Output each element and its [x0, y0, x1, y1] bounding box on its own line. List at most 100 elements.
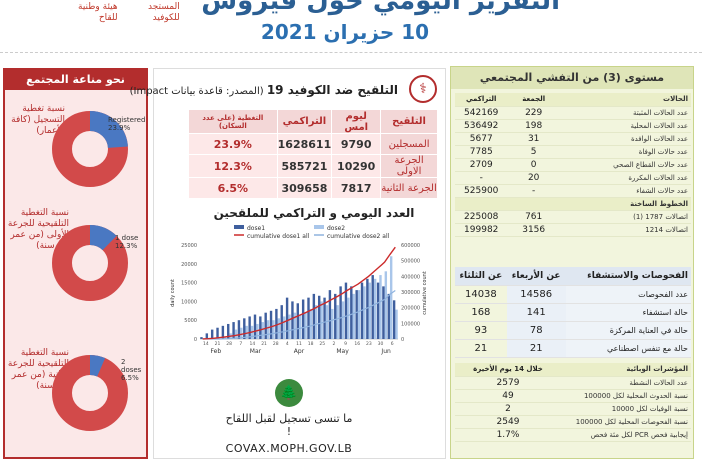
x-day-label: 16: [354, 341, 360, 347]
report-date: 10 حزيران 2021: [260, 20, 430, 44]
table-row: اتصالات 1214 3156 199982: [455, 223, 691, 237]
table-row: عدد حالات الشفاء -525900: [455, 184, 691, 198]
indicator-label: نسبة الفحوصات المحلية لكل 100000: [561, 415, 691, 429]
vaccination-title-bold: التلقيح ضد الكوفيد 19: [266, 83, 398, 97]
hotline-header-blank: [507, 197, 560, 211]
case-label: عدد حالات القطاع الصحي: [559, 158, 691, 172]
hospital-header-label: الفحوصات والاستشفاء: [565, 267, 691, 286]
bar-dose2: [347, 297, 350, 339]
row-cumulative: 309658: [276, 177, 333, 199]
legend-dose2: 2 doses 6.5%: [121, 358, 146, 382]
hotline-label: اتصالات 1787 (1): [559, 210, 691, 224]
col-coverage: التغطية (على عدد السكان): [188, 109, 278, 134]
x-month-label: Jun: [380, 348, 391, 355]
indicator-value: 2549: [455, 415, 561, 429]
bar-dose1: [216, 327, 219, 339]
y2-tick-label: 100000: [401, 321, 420, 327]
bar-dose1: [312, 293, 316, 339]
bar-dose2: [336, 305, 339, 339]
legend-label: dose2: [327, 225, 345, 232]
case-daily: 229: [507, 106, 560, 120]
bar-dose2: [373, 278, 377, 339]
bar-dose1: [317, 295, 321, 339]
bar-dose2: [363, 286, 366, 339]
bar-dose1: [334, 293, 337, 339]
indicators-header-label: المؤشرات الوبائية: [561, 363, 691, 377]
bar-dose2: [277, 318, 281, 339]
y-tick-label: 20000: [181, 262, 197, 268]
bar-dose1: [323, 297, 326, 339]
legend-dose2-pct: 6.5%: [121, 374, 139, 382]
case-cumulative: -: [455, 171, 508, 185]
vaccination-title-source: (المصدر: قاعدة بيانات Impact): [129, 86, 264, 97]
y-axis-label: daily count: [170, 279, 176, 307]
case-label: عدد الحالات المحلية: [559, 119, 691, 133]
x-day-label: 2: [333, 341, 336, 347]
bar-dose1: [376, 282, 380, 339]
bar-dose1: [328, 290, 332, 339]
bar-dose2: [379, 275, 382, 339]
indicator-value: 2: [455, 402, 561, 416]
bar-dose1: [221, 325, 225, 339]
x-month-label: Apr: [294, 348, 305, 355]
y-tick-label: 0: [194, 337, 197, 343]
y2-tick-label: 300000: [401, 290, 420, 296]
col-cumulative: التراكمي: [276, 109, 333, 134]
row-cumulative: 585721: [276, 154, 333, 178]
y2-tick-label: 600000: [401, 243, 420, 249]
case-cumulative: 7785: [455, 145, 508, 159]
legend-registered-pct: 23.9%: [108, 124, 131, 132]
x-day-label: 21: [215, 341, 221, 347]
cedar-logo-icon: 🌲: [275, 379, 303, 407]
cases-header: الحالات الجمعة التراكمي: [455, 93, 691, 107]
covax-url[interactable]: COVAX.MOPH.GOV.LB: [225, 442, 353, 455]
x-day-label: 11: [296, 341, 302, 347]
logo-left-line1: هيئة وطنية: [78, 2, 118, 12]
case-daily: 5: [507, 145, 560, 159]
table-row: نسبة الوفيات لكل 10000 2: [455, 402, 691, 416]
hotline-header-label: الخطوط الساخنة: [559, 197, 691, 211]
cases-header-label: الحالات: [559, 93, 691, 107]
donut-dose2: [52, 355, 128, 431]
bar-dose2: [309, 308, 313, 339]
table-row: الجرعة الثانية 7817 309658 6.5%: [188, 177, 438, 199]
bar-dose1: [259, 316, 262, 339]
bar-dose1: [264, 312, 267, 339]
hospital-prev: 21: [455, 339, 507, 358]
cases-header-cumulative: التراكمي: [455, 93, 508, 107]
case-daily: 20: [507, 171, 560, 185]
case-label: عدد الحالات المكررة: [559, 171, 691, 185]
bar-dose1: [227, 323, 230, 339]
logo-mid-line2: للكوفيد: [152, 13, 180, 23]
table-row: عدد الحالات الوافدة 31 5677: [455, 132, 691, 146]
table-row: نسبة الحدوث المحلية لكل 100000 49: [455, 389, 691, 403]
bar-dose1: [301, 299, 305, 339]
table-row: عدد الفحوصات 14586 14038: [455, 285, 691, 304]
case-daily: -: [507, 184, 560, 198]
table-row: عدد الحالات المثبتة 229 542169: [455, 106, 691, 120]
bar-dose1: [350, 286, 353, 339]
hotline-header: الخطوط الساخنة: [455, 197, 691, 211]
bar-dose2: [384, 271, 388, 339]
immunity-label-registered: نسبة تغطية التسجيل (كافة الأعمار): [11, 104, 65, 136]
immunity-panel: نحو مناعة المجتمع نسبة تغطية التسجيل (كا…: [3, 68, 148, 459]
bar-dose1: [243, 318, 246, 339]
legend-label: cumulative dose2 all: [327, 233, 390, 240]
vaccination-table-header: التلقيح ليوم امس التراكمي التغطية (على ع…: [188, 109, 438, 134]
donut-registered: [52, 111, 128, 187]
indicator-value: 49: [455, 389, 561, 403]
hospital-week: 78: [506, 321, 566, 340]
bar-dose2: [266, 320, 270, 339]
bar-dose1: [237, 320, 241, 339]
bar-dose2: [299, 314, 302, 339]
x-day-label: 9: [344, 341, 347, 347]
y-tick-label: 5000: [184, 318, 197, 324]
donut-dose2-filled: [52, 355, 128, 431]
x-month-label: May: [336, 348, 349, 355]
x-day-label: 4: [286, 341, 289, 347]
vaccination-table: التلقيح ليوم امس التراكمي التغطية (على ع…: [188, 109, 438, 199]
bar-dose2: [357, 290, 361, 339]
hospital-header-week: عن الأربعاء: [506, 267, 566, 286]
bar-dose2: [395, 309, 398, 339]
case-label: عدد الحالات المثبتة: [559, 106, 691, 120]
